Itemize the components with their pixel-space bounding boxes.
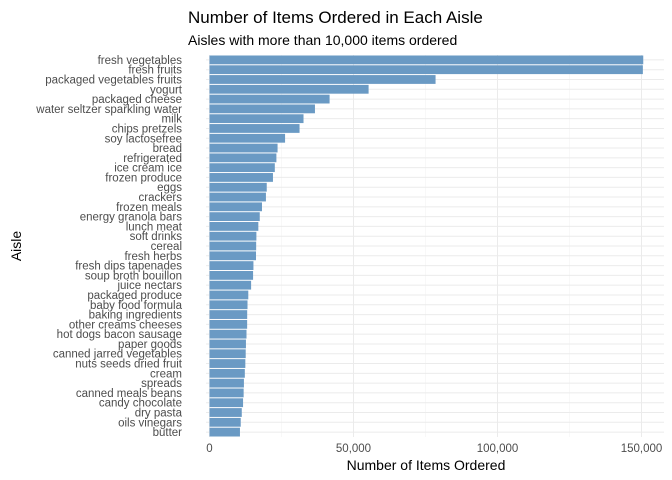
bar	[209, 192, 266, 202]
bar	[209, 84, 369, 94]
bar	[209, 417, 241, 427]
category-label: fresh dips tapenades	[75, 261, 182, 273]
bar	[209, 173, 273, 182]
x-tick-label: 150,000	[621, 443, 663, 455]
category-label: other creams cheeses	[69, 319, 182, 331]
category-label: energy granola bars	[80, 212, 183, 224]
x-tick-label: 0	[206, 443, 212, 455]
category-label: spreads	[141, 378, 182, 390]
x-tick-label: 50,000	[336, 443, 371, 455]
chart-subtitle: Aisles with more than 10,000 items order…	[188, 32, 457, 48]
bar	[209, 202, 262, 212]
bar	[209, 75, 436, 84]
x-tick-labels: 0 50,000 100,000 150,000	[206, 443, 662, 455]
category-label: water seltzer sparkling water	[35, 104, 182, 116]
bar	[209, 104, 315, 114]
bar	[209, 251, 257, 261]
category-label: soft drinks	[130, 231, 183, 243]
bar	[209, 290, 249, 300]
category-label: nuts seeds dried fruit	[75, 359, 183, 371]
bar	[209, 222, 259, 231]
category-label: paper goods	[118, 339, 182, 351]
bar	[209, 329, 247, 339]
bar	[209, 398, 244, 408]
category-label: fresh vegetables	[98, 55, 183, 67]
category-label: chips pretzels	[112, 123, 183, 135]
category-label: cereal	[151, 241, 182, 253]
bar	[209, 280, 252, 290]
category-label: soy lactosefree	[105, 133, 182, 145]
category-label: milk	[162, 114, 183, 126]
category-label: lunch meat	[126, 221, 183, 233]
bar	[209, 65, 643, 75]
bars-group	[209, 55, 644, 437]
category-label: dry pasta	[135, 408, 183, 420]
category-label: packaged vegetables fruits	[45, 74, 182, 86]
bar	[209, 261, 254, 270]
category-label: juice nectars	[116, 280, 182, 292]
bar	[209, 241, 257, 251]
bar	[209, 55, 644, 65]
category-label: fresh fruits	[128, 65, 182, 77]
bar	[209, 270, 254, 280]
category-label: candy chocolate	[99, 398, 182, 410]
category-label: fresh herbs	[124, 251, 182, 263]
category-label: canned jarred vegetables	[53, 349, 182, 361]
bar	[209, 349, 246, 359]
category-label: baking ingredients	[89, 310, 183, 322]
category-label: ice cream ice	[114, 163, 182, 175]
category-label: packaged produce	[87, 290, 182, 302]
bar	[209, 182, 267, 192]
category-label: yogurt	[150, 84, 183, 96]
bar	[209, 133, 286, 143]
bar	[209, 378, 244, 388]
category-label: oils vinegars	[118, 417, 182, 429]
category-label: frozen meals	[116, 202, 182, 214]
bar	[209, 359, 246, 368]
bar	[209, 153, 277, 163]
bar	[209, 231, 257, 241]
bar	[209, 319, 248, 329]
category-label: baby food formula	[90, 300, 183, 312]
bar	[209, 368, 245, 378]
bar	[209, 408, 242, 417]
category-label: crackers	[139, 192, 183, 204]
y-axis-title: Aisle	[8, 231, 24, 262]
bar	[209, 124, 300, 133]
bar	[209, 163, 275, 173]
x-tick-label: 100,000	[477, 443, 519, 455]
bar	[209, 310, 248, 319]
category-label: frozen produce	[105, 172, 182, 184]
x-axis-title: Number of Items Ordered	[347, 457, 506, 473]
category-label: packaged cheese	[92, 94, 182, 106]
category-label: refrigerated	[123, 153, 182, 165]
category-label: eggs	[157, 182, 182, 194]
bar	[209, 300, 248, 310]
category-label: canned meals beans	[76, 388, 182, 400]
bar	[209, 94, 330, 104]
bar	[209, 143, 278, 153]
category-label: hot dogs bacon sausage	[57, 329, 182, 341]
bar	[209, 339, 246, 349]
bar	[209, 114, 304, 124]
category-label: soup broth bouillon	[85, 270, 182, 282]
bar	[209, 388, 244, 398]
bar	[209, 427, 240, 437]
chart-title: Number of Items Ordered in Each Aisle	[188, 8, 483, 27]
category-label: bread	[153, 143, 182, 155]
category-label: butter	[153, 427, 183, 439]
category-label: cream	[150, 368, 182, 380]
bar	[209, 212, 260, 222]
